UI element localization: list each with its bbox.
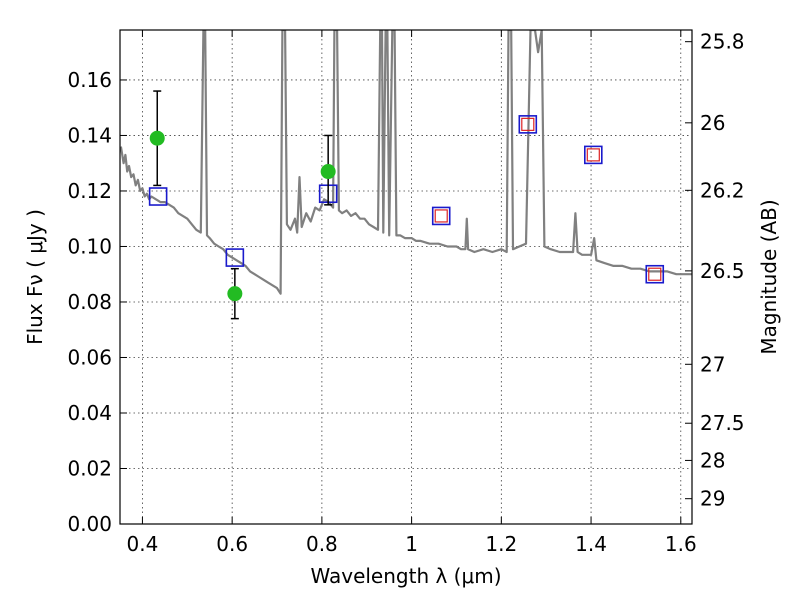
model-inner-marker [521,117,535,131]
y-tick-label: 0.06 [67,345,112,369]
y-tick-label: 0.14 [67,123,112,147]
axis-ticks: 0.4 0.6 0.8 1 1.2 1.4 1.6 0.00 0.02 0.04 0.06 0.08 0… [67,30,744,556]
spectrum-line [120,30,692,295]
right-tick-label: 28 [700,448,725,472]
x-tick-label: 0.4 [127,532,159,556]
right-tick-label: 27 [700,352,725,376]
x-tick-label: 1.4 [575,532,607,556]
x-tick-label: 1.2 [485,532,517,556]
right-tick-label: 25.8 [700,30,745,54]
y-tick-label: 0.00 [67,512,112,536]
x-tick-label: 1.6 [665,532,697,556]
model-photometry-point [225,248,245,267]
data-points [148,90,665,320]
right-tick-label: 26.2 [700,178,745,202]
model-spectrum [120,30,692,295]
x-tick-label: 0.8 [306,532,338,556]
y-tick-label: 0.16 [67,68,112,92]
right-tick-label: 29 [700,487,725,511]
model-inner-marker [586,148,600,162]
right-tick-label: 26.5 [700,259,745,283]
model-photometry-point [518,115,538,134]
model-photometry-point [431,206,451,226]
plot-frame [119,29,693,525]
model-inner-marker [434,209,448,223]
y-axis-label: Flux Fν ( μJy ) [23,209,47,345]
model-inner-marker [648,267,662,281]
y-tick-label: 0.04 [67,401,112,425]
model-photometry-point [645,264,665,284]
right-axis-label: Magnitude (AB) [757,199,781,354]
x-tick-label: 1 [405,532,418,556]
model-photometry-point [584,145,603,165]
right-tick-label: 27.5 [700,411,745,435]
x-axis-label: Wavelength λ (μm) [310,564,501,588]
y-tick-label: 0.08 [67,290,112,314]
right-tick-label: 26 [700,111,725,135]
model-photometry-point [148,187,168,206]
observed-point [320,164,336,180]
y-tick-label: 0.12 [67,179,112,203]
observed-point [149,130,165,146]
y-tick-label: 0.10 [67,234,112,258]
x-tick-label: 0.6 [216,532,248,556]
y-tick-label: 0.02 [67,456,112,480]
observed-point [227,286,243,302]
